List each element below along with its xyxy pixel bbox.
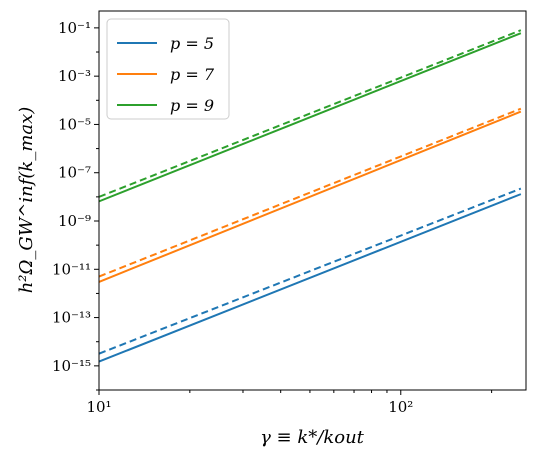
y-axis-label: h²Ω_GW^inf(k_max): [16, 107, 37, 294]
y-tick-label: 10⁻³: [58, 67, 91, 85]
legend-label: p = 9: [170, 96, 214, 115]
y-tick-label: 10⁻¹⁵: [52, 357, 91, 375]
series-line-0: [98, 193, 522, 363]
series-line-dashed-5: [98, 29, 522, 198]
series-line-1: [98, 110, 522, 283]
y-tick-label: 10⁻⁵: [58, 115, 91, 133]
y-tick-label: 10⁻¹: [58, 19, 91, 37]
y-tick-label: 10⁻⁹: [58, 212, 91, 230]
series-line-dashed-3: [98, 187, 522, 355]
y-tick-label: 10⁻¹¹: [52, 260, 91, 278]
legend-label: p = 5: [170, 34, 214, 53]
legend-label: p = 7: [170, 65, 215, 84]
y-axis: 10⁻¹⁵ 10⁻¹³ 10⁻¹¹ 10⁻⁹ 10⁻⁷ 10⁻⁵ 10⁻³ 10⁻¹: [52, 19, 99, 391]
legend: p = 5 p = 7 p = 9: [106, 18, 230, 120]
series-line-dashed-4: [98, 107, 522, 278]
x-tick-label: 10²: [388, 398, 413, 416]
y-tick-label: 10⁻⁷: [58, 164, 91, 182]
plot-frame: [98, 10, 527, 391]
series-line-2: [98, 32, 522, 203]
series-layer: [98, 29, 522, 363]
x-axis: 10¹ 10²: [86, 390, 493, 416]
x-tick-label: 10¹: [86, 398, 111, 416]
x-axis-label: γ ≡ k*/kout: [260, 427, 365, 448]
y-tick-label: 10⁻¹³: [52, 309, 91, 327]
